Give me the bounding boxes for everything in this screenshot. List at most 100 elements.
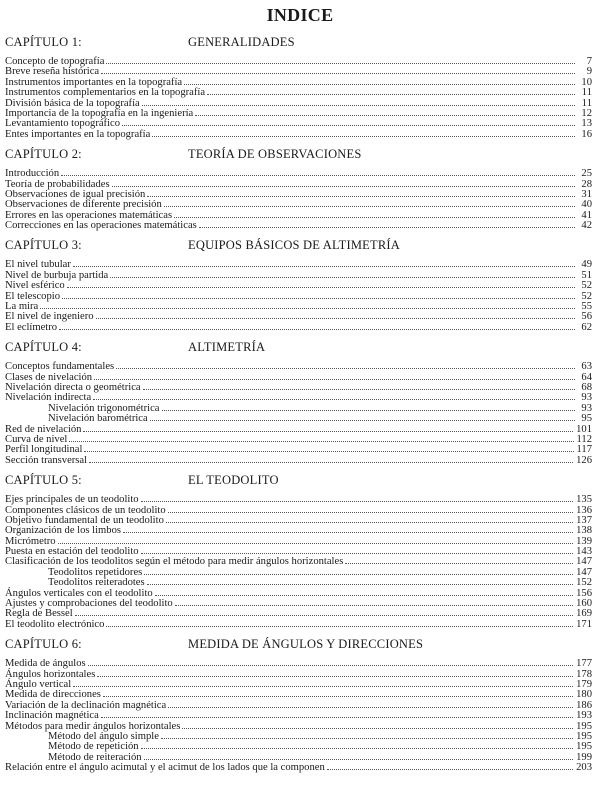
entry-title: Nivelación directa o geométrica: [5, 381, 141, 393]
dot-leader: [174, 216, 575, 218]
page-number: 62: [581, 321, 592, 333]
dot-leader: [72, 266, 575, 268]
page-number: 180: [576, 689, 592, 701]
toc-entry: Observaciones de diferente precisión 40: [5, 199, 592, 210]
dot-leader: [198, 227, 575, 229]
entry-title: Perfil longitudinal: [5, 444, 83, 456]
page-number: 126: [576, 454, 592, 466]
dot-leader: [62, 297, 575, 299]
dot-leader: [142, 388, 575, 390]
entry-title: Instrumentos importantes en la topografí…: [5, 76, 183, 88]
entry-title: El teodolito electrónico: [5, 618, 105, 630]
page-number: 16: [581, 128, 592, 140]
toc-entry: Componentes clásicos de un teodolito 136: [5, 504, 592, 516]
chapter-section: CAPÍTULO 4: ALTIMETRÍA Conceptos fundament…: [5, 337, 592, 466]
entry-title: Regla de Bessel: [5, 608, 73, 620]
chapter-section: CAPÍTULO 1: GENERALIDADES Concepto de topo…: [5, 32, 592, 140]
toc-entry: Introducción 25: [5, 168, 592, 180]
entry-title: Breve reseña histórica: [5, 66, 100, 78]
entry-title: Conceptos fundamentales: [5, 361, 115, 373]
dot-leader: [57, 542, 574, 544]
entry-title: Nivelación trigonométrica: [48, 402, 160, 414]
toc-entry: Importancia de la topografía en la ingen…: [5, 108, 592, 119]
toc-subentry: Teodolitos repetidores 147: [5, 567, 592, 578]
chapter-heading: CAPÍTULO 4: ALTIMETRÍA: [5, 337, 592, 357]
dot-leader: [66, 287, 575, 289]
toc-entry: Ángulos horizontales 178: [5, 669, 592, 680]
entry-title: La mira: [5, 301, 39, 313]
page-number: 139: [576, 535, 592, 547]
dot-leader: [174, 605, 574, 607]
toc-entry: Perfil longitudinal 117: [5, 444, 592, 456]
chapter-number: CAPÍTULO 1:: [5, 35, 82, 49]
dot-leader: [207, 94, 575, 96]
toc-entry: Curva de nivel 112: [5, 434, 592, 445]
chapter-title: EQUIPOS BÁSICOS DE ALTIMETRÍA: [188, 238, 400, 253]
toc-entry: Errores en las operaciones matemáticas 41: [5, 209, 592, 221]
page-number: 25: [581, 168, 592, 180]
dot-leader: [143, 758, 574, 760]
page-number: 199: [576, 751, 592, 763]
page-number: 51: [581, 269, 592, 281]
toc-entry: Métodos para medir ángulos horizontales 1…: [5, 721, 592, 732]
entry-title: El eclímetro: [5, 321, 58, 333]
entry-title: Ángulo vertical: [5, 678, 72, 690]
page-number: 136: [576, 504, 592, 516]
toc-subentry: Nivelación trigonométrica 93: [5, 402, 592, 414]
page-number: 7: [586, 56, 592, 67]
page-number: 101: [576, 423, 592, 435]
entry-title: Nivel de burbuja partida: [5, 269, 109, 281]
toc-entry: El nivel tubular 49: [5, 259, 592, 271]
page-number: 177: [576, 658, 592, 670]
toc-entry: Organización de los limbos 138: [5, 525, 592, 536]
dot-leader: [93, 399, 575, 401]
entry-title: Errores en las operaciones matemáticas: [5, 209, 173, 221]
page-number: 179: [576, 678, 592, 690]
page-number: 156: [576, 587, 592, 599]
chapter-number: CAPÍTULO 4:: [5, 340, 82, 355]
chapter-section: CAPÍTULO 6: MEDIDA DE ÁNGULOS Y DIRECCION…: [5, 634, 592, 773]
toc-entry: Ángulos verticales con el teodolito 156: [5, 587, 592, 599]
entry-title: Clases de nivelación: [5, 371, 93, 383]
dot-leader: [140, 553, 574, 555]
chapter-title: ALTIMETRÍA: [188, 340, 266, 355]
entry-title: Variación de la declinación magnética: [5, 699, 167, 711]
entry-title: Introducción: [5, 168, 60, 180]
dot-leader: [100, 717, 574, 719]
page-number: 56: [581, 311, 592, 323]
toc-entry: Objetivo fundamental de un teodolito 137: [5, 515, 592, 526]
entry-title: División básica de la topografía: [5, 97, 140, 109]
entry-title: Levantamiento topográfico: [5, 118, 121, 130]
toc-entry: Ejes principales de un teodolito 135: [5, 494, 592, 506]
toc-subentry: Método de repetición 195: [5, 741, 592, 752]
entry-title: Relación entre el ángulo acimutal y el a…: [5, 762, 325, 774]
entry-title: Instrumentos complementarios en la topog…: [5, 87, 206, 99]
dot-leader: [184, 83, 575, 85]
page-number: 13: [581, 118, 592, 130]
page-number: 49: [581, 259, 592, 271]
dot-leader: [146, 584, 574, 586]
dot-leader: [110, 276, 575, 278]
toc-entry: Sección transversal 126: [5, 454, 592, 466]
toc-subentry: Método del ángulo simple 195: [5, 731, 592, 742]
toc-entry: Instrumentos complementarios en la topog…: [5, 87, 592, 99]
toc-entry: Regla de Bessel 169: [5, 608, 592, 620]
dot-leader: [165, 521, 574, 523]
dot-leader: [168, 706, 574, 708]
chapter-section: CAPÍTULO 2: TEORÍA DE OBSERVACIONES Introd…: [5, 144, 592, 231]
entry-title: Ejes principales de un teodolito: [5, 494, 139, 506]
dot-leader: [111, 185, 575, 187]
chapter-heading: CAPÍTULO 6: MEDIDA DE ÁNGULOS Y DIRECCION…: [5, 634, 592, 654]
entry-title: Ajustes y comprobaciones del teodolito: [5, 598, 173, 610]
page-number: 63: [581, 361, 592, 373]
table-of-contents: CAPÍTULO 1: GENERALIDADES Concepto de topo…: [0, 32, 600, 773]
page-number: 31: [581, 188, 592, 200]
entry-title: Red de nivelación: [5, 423, 82, 435]
toc-entry: Ángulo vertical 179: [5, 678, 592, 690]
toc-entry: Red de nivelación 101: [5, 423, 592, 435]
dot-leader: [101, 73, 575, 75]
toc-entry: Conceptos fundamentales 63: [5, 361, 592, 373]
chapter-title: GENERALIDADES: [188, 35, 295, 49]
dot-leader: [61, 175, 575, 177]
dot-leader: [163, 206, 575, 208]
